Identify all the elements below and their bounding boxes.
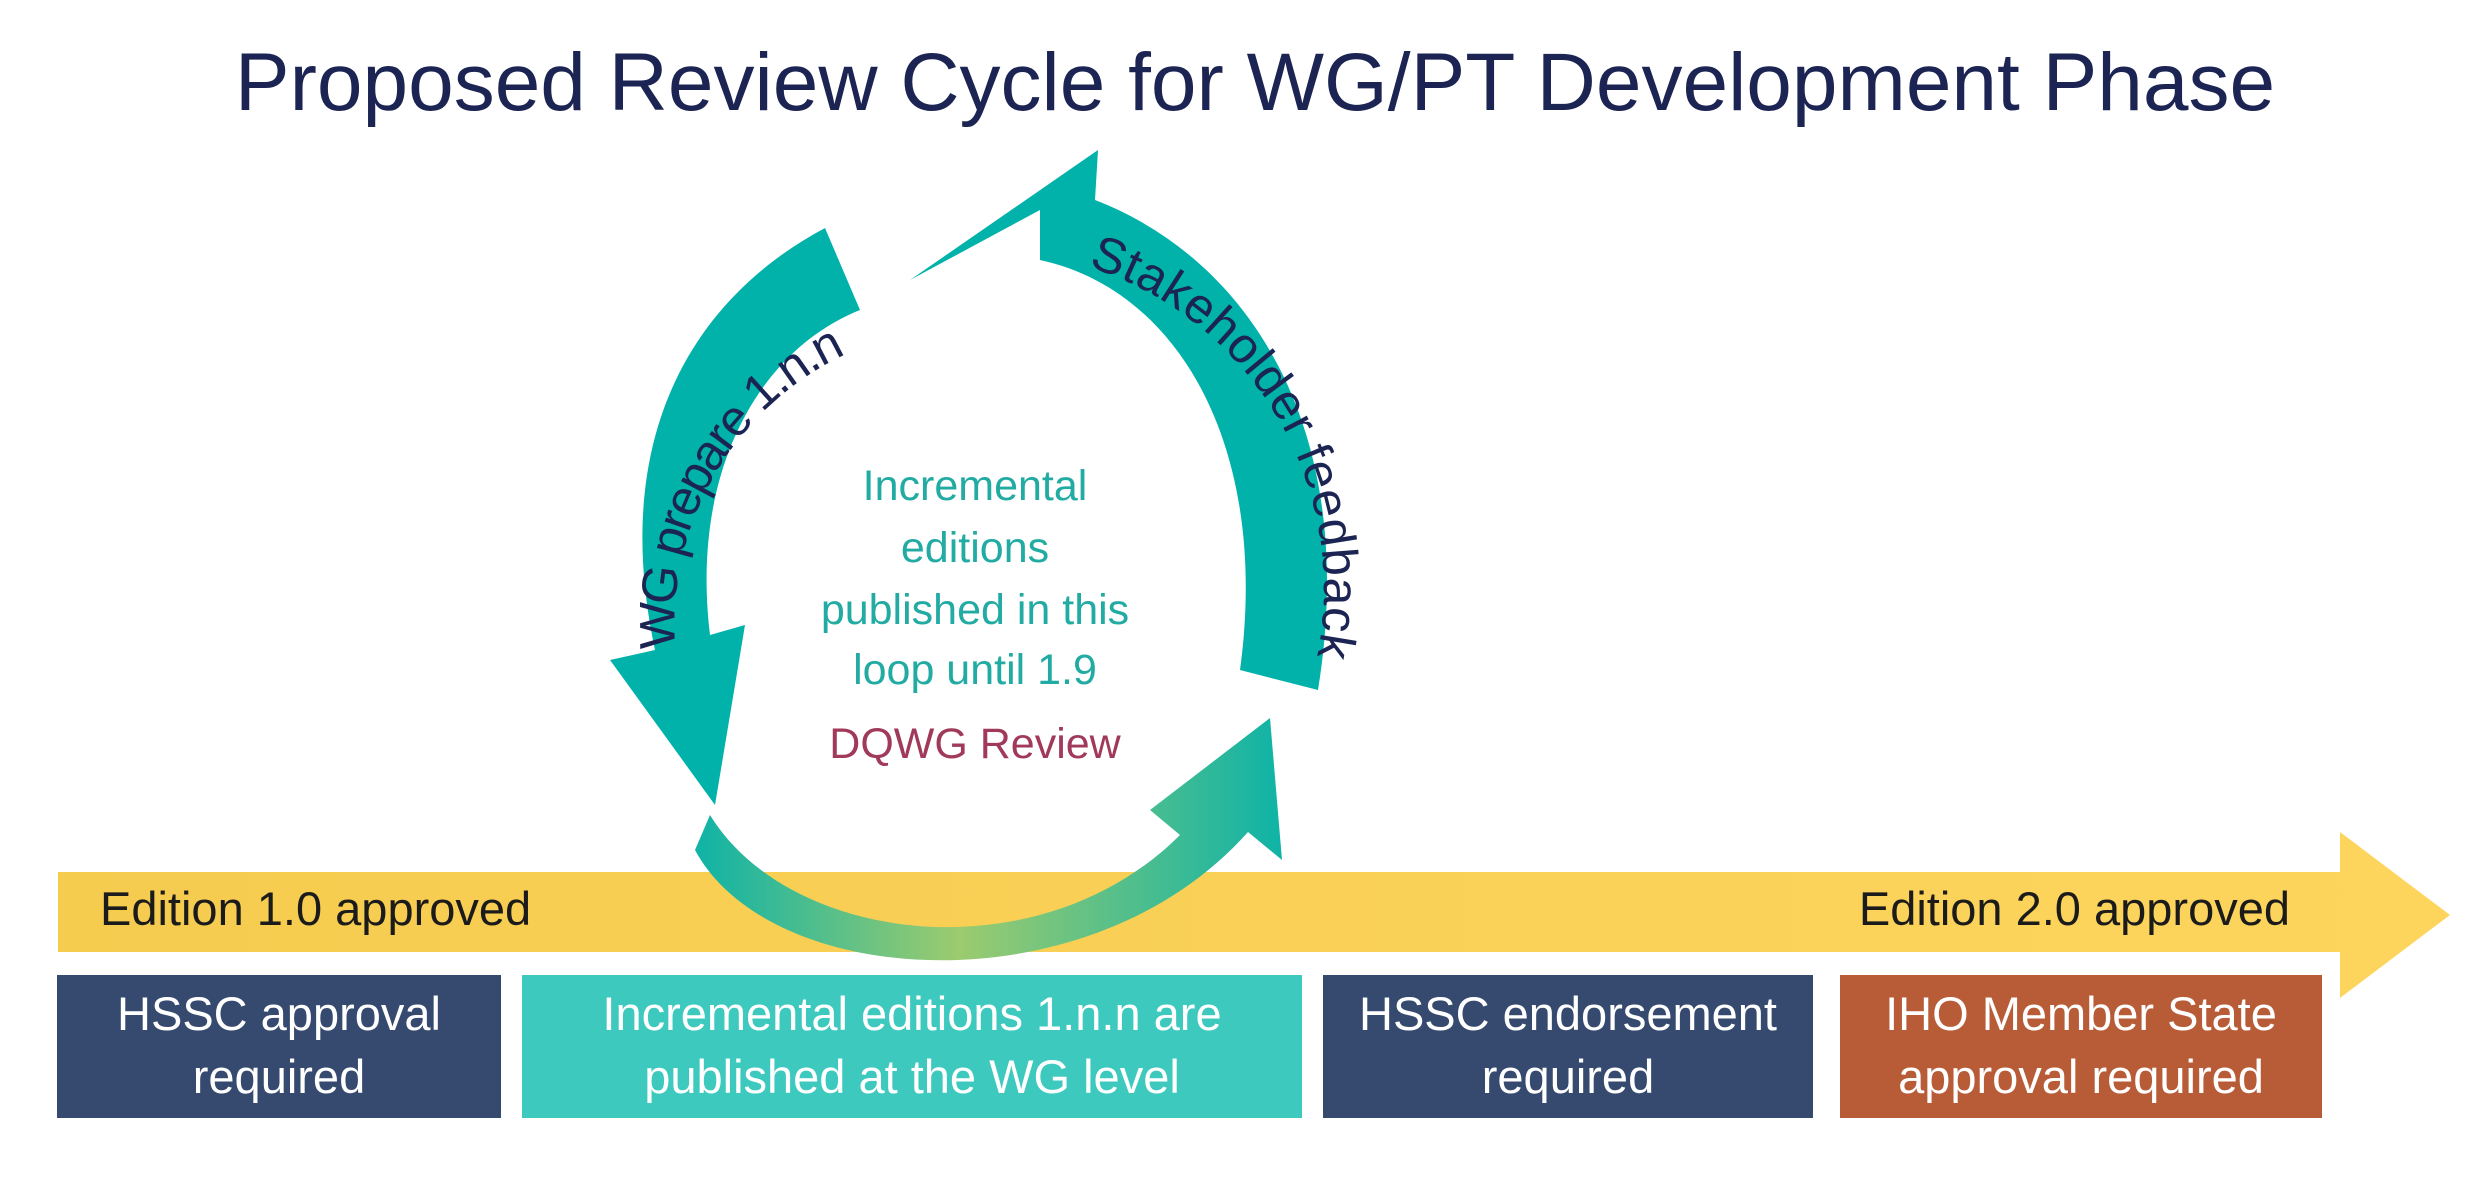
edition-2-approved-label: Edition 2.0 approved xyxy=(1859,882,2290,935)
hssc-approval-line-2: required xyxy=(193,1050,365,1103)
iho-member-state-line-1: IHO Member State xyxy=(1885,987,2277,1040)
incremental-editions-box: Incremental editions 1.n.n are published… xyxy=(522,975,1302,1118)
stakeholder-feedback-arc-arrow xyxy=(910,150,1328,690)
hssc-endorsement-line-1: HSSC endorsement xyxy=(1359,987,1777,1040)
iho-member-state-line-2: approval required xyxy=(1898,1050,2264,1103)
center-line-3: published in this xyxy=(821,586,1129,634)
hssc-approval-line-1: HSSC approval xyxy=(117,987,441,1040)
dqwg-review-arc-arrow xyxy=(695,718,1282,961)
hssc-approval-box-bg xyxy=(57,975,501,1118)
incremental-editions-box-bg xyxy=(522,975,1302,1118)
hssc-endorsement-box: HSSC endorsement required xyxy=(1323,975,1813,1118)
dqwg-review-label: DQWG Review xyxy=(829,720,1121,768)
iho-member-state-box: IHO Member State approval required xyxy=(1840,975,2322,1118)
edition-1-approved-label: Edition 1.0 approved xyxy=(100,882,531,935)
center-line-2: editions xyxy=(901,524,1049,572)
page-title: Proposed Review Cycle for WG/PT Developm… xyxy=(235,37,2275,128)
hssc-approval-box: HSSC approval required xyxy=(57,975,501,1118)
hssc-endorsement-line-2: required xyxy=(1482,1050,1654,1103)
incremental-editions-line-1: Incremental editions 1.n.n are xyxy=(602,987,1221,1040)
iho-member-state-box-bg xyxy=(1840,975,2322,1118)
center-line-4: loop until 1.9 xyxy=(853,646,1097,694)
center-line-1: Incremental xyxy=(863,462,1088,510)
hssc-endorsement-box-bg xyxy=(1323,975,1813,1118)
timeline-arrow xyxy=(58,832,2450,998)
incremental-editions-line-2: published at the WG level xyxy=(644,1050,1180,1103)
cycle-center-text: Incremental editions published in this l… xyxy=(821,462,1129,694)
wg-prepare-arc-arrow xyxy=(610,228,860,805)
